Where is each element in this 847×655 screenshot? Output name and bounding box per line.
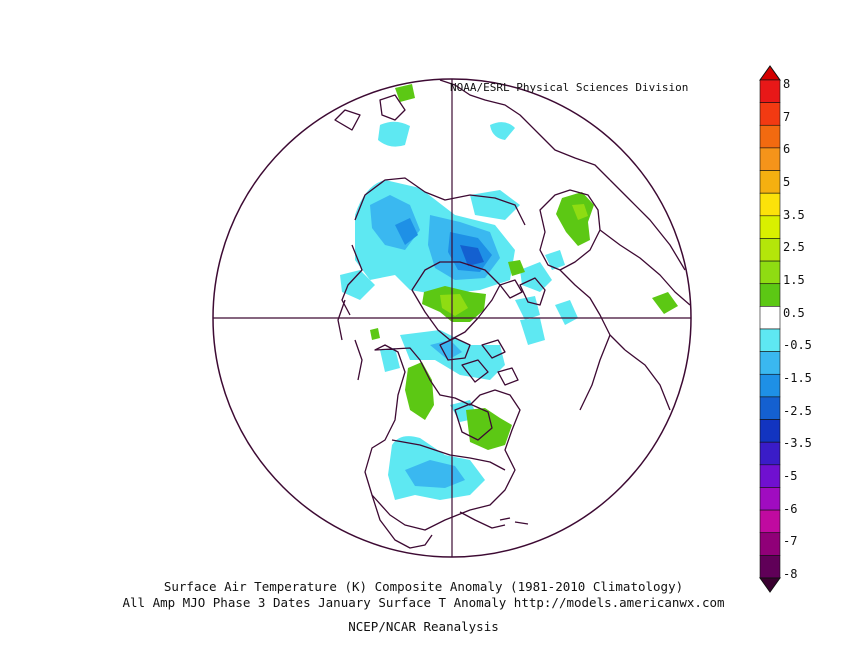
colorbar-label: 2.5 xyxy=(783,240,805,254)
colorbar-label: 3.5 xyxy=(783,208,805,222)
colorbar-label: 0.5 xyxy=(783,306,805,320)
colorbar-band xyxy=(759,79,781,103)
colorbar-label: -3.5 xyxy=(783,436,812,450)
colorbar-label: -5 xyxy=(783,469,797,483)
coastlines xyxy=(334,79,691,549)
colorbar-label: 8 xyxy=(783,77,790,91)
colorbar-band xyxy=(759,147,781,171)
colorbar-band xyxy=(759,373,781,398)
colorbar-band xyxy=(759,170,781,194)
colorbar-label: 1.5 xyxy=(783,273,805,287)
colorbar-band xyxy=(759,351,781,375)
colorbar-band xyxy=(759,509,781,534)
colorbar-band xyxy=(759,441,781,466)
colorbar-arrow-top xyxy=(759,65,781,81)
colorbar-label: -7 xyxy=(783,534,797,548)
colorbar: 8 7 6 5 3.5 2.5 1.5 0.5 -0.5 -1.5 -2.5 -3.5 -5 -6 -7 -8 xyxy=(759,65,812,593)
colorbar-band xyxy=(759,215,781,239)
colorbar-label: -8 xyxy=(783,567,797,581)
colorbar-label: -6 xyxy=(783,502,797,516)
colorbar-label: 7 xyxy=(783,110,790,124)
colorbar-band xyxy=(759,192,781,217)
colorbar-band xyxy=(759,419,781,443)
colorbar-band xyxy=(759,306,781,330)
colorbar-band xyxy=(759,328,781,352)
colorbar-label: -2.5 xyxy=(783,404,812,418)
colorbar-band xyxy=(759,487,781,511)
colorbar-band xyxy=(759,532,781,556)
colorbar-label: 5 xyxy=(783,175,790,189)
colorbar-band xyxy=(759,464,781,488)
map-graticule xyxy=(212,78,692,558)
colorbar-arrow-bottom xyxy=(759,577,781,593)
colorbar-band xyxy=(759,396,781,420)
caption-subtitle: All Amp MJO Phase 3 Dates January Surfac… xyxy=(122,595,725,610)
caption-title: Surface Air Temperature (K) Composite An… xyxy=(163,579,684,594)
colorbar-label: -0.5 xyxy=(783,338,812,352)
colorbar-label: -1.5 xyxy=(783,371,812,385)
data-credit: NOAA/ESRL Physical Sciences Division xyxy=(450,81,689,94)
colorbar-band xyxy=(759,555,781,579)
caption-source: NCEP/NCAR Reanalysis xyxy=(348,619,499,634)
colorbar-label: 6 xyxy=(783,142,790,156)
colorbar-band xyxy=(759,283,781,307)
colorbar-band xyxy=(759,238,781,262)
colorbar-band xyxy=(759,260,781,285)
colorbar-band xyxy=(759,124,781,149)
colorbar-band xyxy=(759,102,781,126)
